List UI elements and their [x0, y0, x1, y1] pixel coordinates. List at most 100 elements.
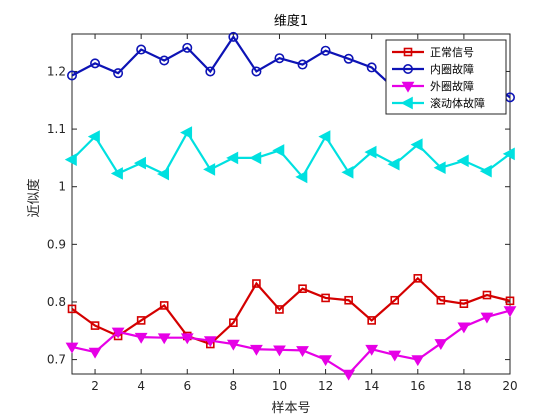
- legend-swatch-marker: [403, 47, 413, 57]
- series-line: [71, 309, 511, 376]
- data-point: [136, 316, 146, 325]
- data-point: [113, 68, 124, 79]
- data-point: [226, 151, 239, 165]
- x-tick-label: 14: [364, 379, 379, 393]
- data-point: [296, 346, 309, 357]
- legend-label: 正常信号: [430, 46, 474, 59]
- data-point: [297, 59, 308, 70]
- legend-swatch-marker: [401, 81, 415, 93]
- data-point: [321, 293, 330, 303]
- data-point: [272, 144, 285, 157]
- data-point: [344, 295, 353, 305]
- data-point: [273, 345, 286, 357]
- x-tick-label: 20: [502, 379, 517, 393]
- data-point: [502, 147, 515, 161]
- data-point: [133, 156, 146, 170]
- x-axis-label: 样本号: [271, 401, 310, 416]
- data-point: [433, 161, 446, 175]
- x-tick-label: 10: [272, 379, 287, 393]
- data-point: [436, 295, 446, 305]
- data-point: [298, 284, 307, 294]
- data-point: [457, 322, 471, 334]
- legend-label: 外圈故障: [430, 79, 474, 93]
- series-layer: [64, 31, 517, 381]
- data-point: [482, 290, 492, 300]
- data-point: [274, 53, 285, 64]
- y-tick-label: 0.9: [47, 237, 66, 251]
- data-point: [203, 163, 216, 176]
- data-point: [182, 42, 193, 53]
- data-point: [136, 44, 147, 55]
- data-point: [67, 304, 77, 314]
- data-point: [410, 138, 423, 151]
- data-point: [157, 333, 171, 345]
- data-point: [110, 167, 123, 180]
- data-point: [90, 321, 100, 330]
- data-point: [111, 327, 125, 339]
- data-point: [459, 299, 469, 308]
- data-point: [90, 58, 101, 69]
- y-tick-label: 0.8: [47, 295, 66, 309]
- data-point: [180, 126, 193, 139]
- x-tick-label: 8: [230, 379, 238, 393]
- data-point: [434, 339, 448, 351]
- data-point: [180, 333, 194, 345]
- legend-swatch-marker: [402, 64, 413, 75]
- data-point: [505, 296, 515, 306]
- data-point: [203, 336, 217, 348]
- data-point: [159, 301, 169, 310]
- data-point: [365, 344, 379, 356]
- data-point: [250, 344, 263, 356]
- data-point: [134, 332, 148, 344]
- data-point: [228, 31, 239, 42]
- data-point: [503, 306, 517, 318]
- data-point: [252, 279, 261, 288]
- chart-title: 维度1: [274, 13, 308, 29]
- y-tick-label: 1.2: [47, 64, 66, 78]
- data-point: [413, 274, 423, 283]
- data-point: [411, 355, 425, 367]
- x-tick-label: 6: [183, 379, 191, 393]
- data-point: [251, 66, 262, 77]
- data-point: [156, 167, 170, 181]
- data-point: [456, 154, 469, 168]
- y-axis-label: 近似度: [26, 178, 42, 217]
- x-tick-label: 2: [91, 379, 99, 393]
- data-point: [367, 316, 376, 325]
- x-tick-label: 12: [318, 379, 333, 393]
- axis-ticks: 2 4 6 8 10 12 14 16 18 20 0.7 0.8 0.9 1 1.1 1.2: [47, 34, 518, 393]
- data-point: [388, 350, 402, 362]
- data-point: [366, 62, 377, 73]
- y-tick-label: 0.7: [47, 353, 66, 367]
- data-point: [65, 342, 79, 354]
- data-point: [88, 347, 102, 359]
- data-point: [320, 45, 331, 56]
- data-point: [318, 130, 331, 143]
- legend-label: 内圈故障: [430, 62, 474, 76]
- y-tick-label: 1.1: [47, 122, 66, 136]
- data-point: [87, 130, 100, 143]
- data-point: [364, 145, 377, 159]
- data-point: [319, 355, 332, 367]
- series-group: [65, 306, 517, 381]
- data-point: [64, 153, 77, 166]
- data-point: [67, 70, 78, 81]
- data-point: [226, 339, 240, 351]
- data-point: [480, 312, 494, 324]
- data-point: [249, 151, 262, 165]
- series-group: [64, 126, 515, 184]
- x-tick-label: 18: [456, 379, 471, 393]
- x-tick-label: 4: [137, 379, 145, 393]
- x-tick-label: 16: [410, 379, 425, 393]
- legend-label: 滚动体故障: [430, 96, 485, 110]
- data-point: [205, 66, 216, 77]
- data-point: [479, 164, 492, 178]
- y-tick-label: 1: [58, 180, 66, 194]
- data-point: [343, 53, 354, 64]
- data-point: [387, 157, 400, 171]
- legend-swatch-marker: [400, 96, 413, 110]
- data-point: [342, 369, 356, 381]
- data-point: [229, 318, 238, 328]
